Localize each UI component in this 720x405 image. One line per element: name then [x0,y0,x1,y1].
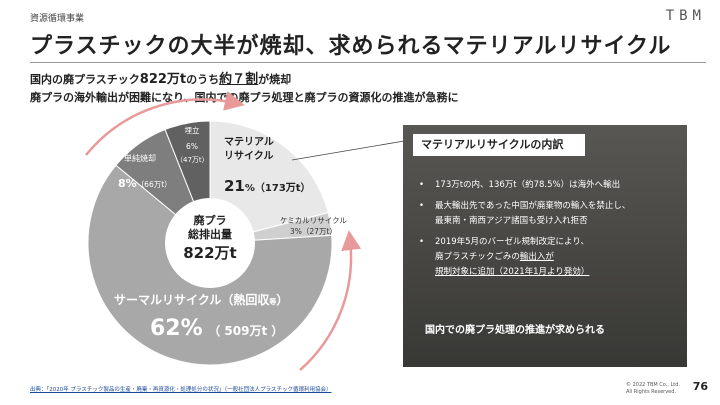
label-landfill: 埋立 6% [180,123,204,155]
section-category: 資源循環事業 [30,14,85,24]
label-incineration-name: 単純焼却 [124,154,156,163]
label-material-line2: リサイクル [224,151,274,162]
bullet-3-line2a: 廃プラスチックごみの [435,252,520,262]
label-material-name: マテリアル リサイクル [224,136,274,164]
label-material-value: 21%（173万t） [224,176,311,195]
bullet-2: 最大輸出先であった中国が廃棄物の輸入を禁止し、 最東南・南西アジア諸国も受け入れ… [419,199,630,229]
copyright-line-1: © 2022 TBM Co., Ltd. [626,382,681,388]
page-title: プラスチックの大半が焼却、求められるマテリアルリサイクル [30,34,672,59]
pie-center-hole [165,198,255,288]
page-number: 76 [692,380,708,393]
center-label-2: 総排出量 [188,227,232,241]
label-landfill-val: （47万t） [176,156,209,164]
panel-conclusion: 国内での廃プラ処理の推進が求められる [425,325,605,336]
breakdown-panel: マテリアルリサイクルの内訳 173万tの内、136万t（約78.5%）は海外へ輸… [403,125,687,367]
label-chemical: ケミカルリサイクル 3%（27万t） [280,215,347,237]
panel-title: マテリアルリサイクルの内訳 [413,134,585,156]
label-thermal-value: 62% （ 509万t ） [150,316,283,341]
arrow-top [85,91,245,156]
label-landfill-name: 埋立 [184,126,200,135]
lead-text-e: が焼却 [258,73,292,86]
label-material-line1: マテリアル [224,137,274,148]
label-material-pct: 21 [224,177,245,195]
bullet-2-line1: 最大輸出先であった中国が廃棄物の輸入を禁止し、 [435,201,631,211]
center-value: 822万t [183,244,236,262]
lead-text-c: のうち [186,73,220,86]
title-divider [30,62,706,63]
lead-total: 822万t [139,72,187,87]
label-chemical-name: ケミカルリサイクル [280,216,347,225]
copyright: © 2022 TBM Co., Ltd. All Rights Reserved… [626,382,680,396]
label-thermal-name: サーマルリサイクル（熱回収等） [114,291,288,308]
bullet-3-line2b: 輸出入が [519,252,554,262]
lead-text-a: 国内の廃プラスチック [30,73,140,86]
label-thermal-name-text: サーマルリサイクル（熱回収 [114,293,270,307]
callout-line [291,139,411,161]
bullet-3-line2: 廃プラスチックごみの輸出入が [435,250,630,265]
bullet-3-line1: 2019年5月のバーゼル規制改定により、 [435,237,590,247]
label-thermal-val: （ 509万t ） [208,324,284,338]
label-landfill-pct: 6% [186,142,198,151]
company-logo: TBM [665,8,706,24]
label-chemical-value: 3%（27万t） [290,227,337,236]
label-thermal-pct: 62% [150,316,203,341]
center-label-1: 廃プラ [194,213,227,227]
panel-bullets: 173万tの内、136万t（約78.5%）は海外へ輸出 最大輸出先であった中国が… [419,178,630,286]
bullet-3: 2019年5月のバーゼル規制改定により、 廃プラスチックごみの輸出入が 規制対象… [419,235,630,280]
label-material-pct-unit: % [244,183,255,194]
bullet-1-text: 173万tの内、136万t（約78.5%）は海外へ輸出 [435,180,621,190]
label-incineration-pct: 8% [118,177,137,190]
bullet-2-line2: 最東南・南西アジア諸国も受け入れ拒否 [435,216,588,226]
arrow-right [299,230,362,371]
label-material-val: （173万t） [254,183,311,194]
source-link[interactable]: 出典：「2020年 プラスチック製品の生産・廃棄・再資源化・処理処分の状況」（一… [30,387,332,393]
lead-ratio: 約７割 [219,72,259,87]
label-thermal-suffix: 等 [269,298,277,306]
copyright-line-2: All Rights Reserved. [626,389,677,395]
bullet-1: 173万tの内、136万t（約78.5%）は海外へ輸出 [419,178,630,193]
label-incineration-val: （66万t） [136,180,172,189]
lead-line-1: 国内の廃プラスチック822万tのうち約７割が焼却 [30,68,291,87]
label-thermal-close: ） [276,293,289,307]
label-incineration-value: 8%（66万t） [118,172,172,191]
bullet-3-line3: 規制対象に追加（2021年1月より発効） [435,267,590,277]
